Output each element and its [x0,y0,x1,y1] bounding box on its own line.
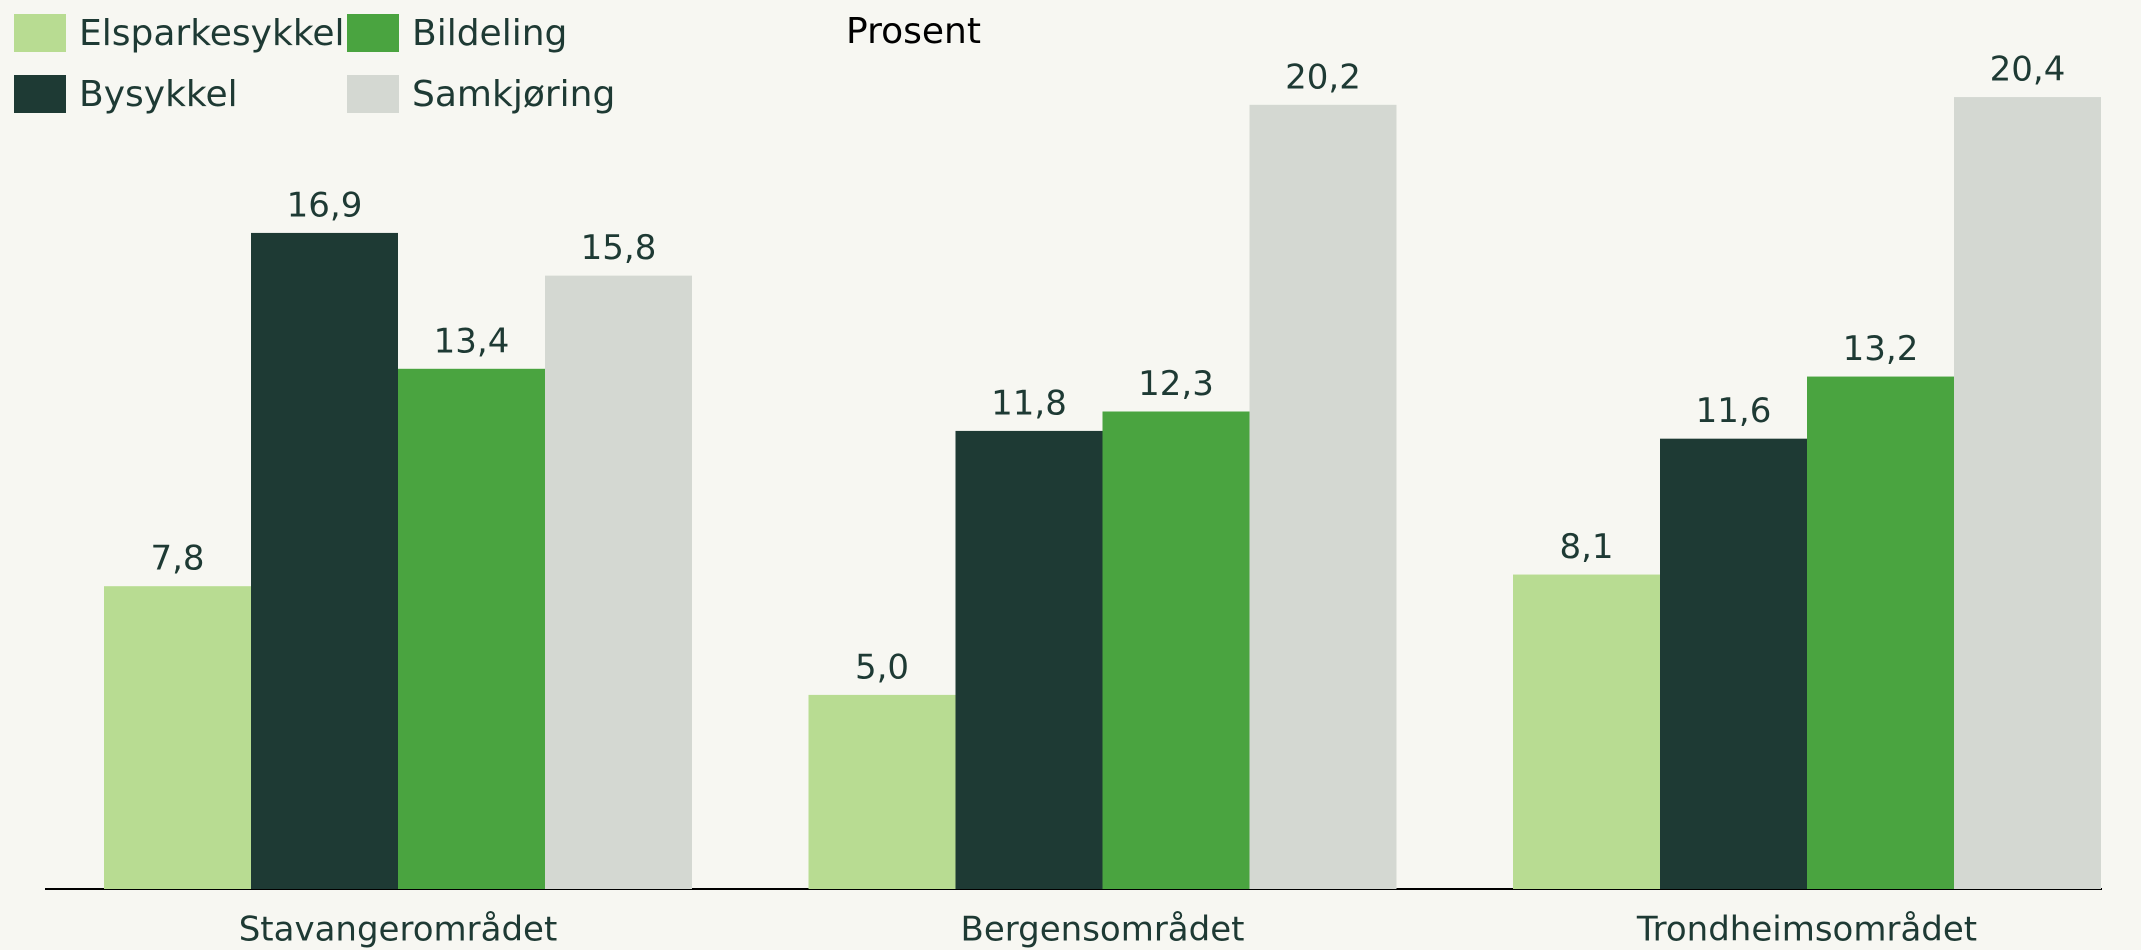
x-tick-label: Stavangerområdet [239,910,558,950]
value-label: 7,8 [150,539,204,579]
bar [1102,411,1250,889]
value-label: 11,6 [1696,391,1772,431]
legend-label: Bildeling [412,13,567,54]
value-label: 13,4 [434,321,510,361]
legend-swatch [14,14,66,52]
y-axis-label: Prosent [846,11,981,52]
bar [1954,97,2101,890]
value-label: 16,9 [287,185,363,225]
legend-swatch [347,75,399,113]
value-label: 8,1 [1559,527,1613,567]
value-label: 20,2 [1285,57,1361,97]
x-tick-label: Bergensområdet [961,910,1245,950]
bar [104,586,251,889]
bar [1660,438,1807,889]
value-label: 5,0 [855,647,909,687]
bar [1249,104,1397,890]
legend-label: Samkjøring [412,74,615,115]
x-tick-label: Trondheimsområdet [1636,910,1977,950]
legend-label: Bysykkel [79,74,238,115]
legend-swatch [347,14,399,52]
value-label: 12,3 [1138,364,1214,404]
value-label: 11,8 [991,383,1067,423]
legend-label: Elsparkesykkel [79,13,345,54]
value-label: 13,2 [1843,329,1919,369]
value-label: 15,8 [581,228,657,268]
bar [955,430,1103,889]
value-label: 20,4 [1990,50,2066,90]
bar [251,232,398,889]
legend-swatch [14,75,66,113]
bar [1513,574,1660,889]
bar [1807,376,1954,889]
bar [545,275,692,890]
bar [808,694,956,889]
bar [398,368,545,889]
